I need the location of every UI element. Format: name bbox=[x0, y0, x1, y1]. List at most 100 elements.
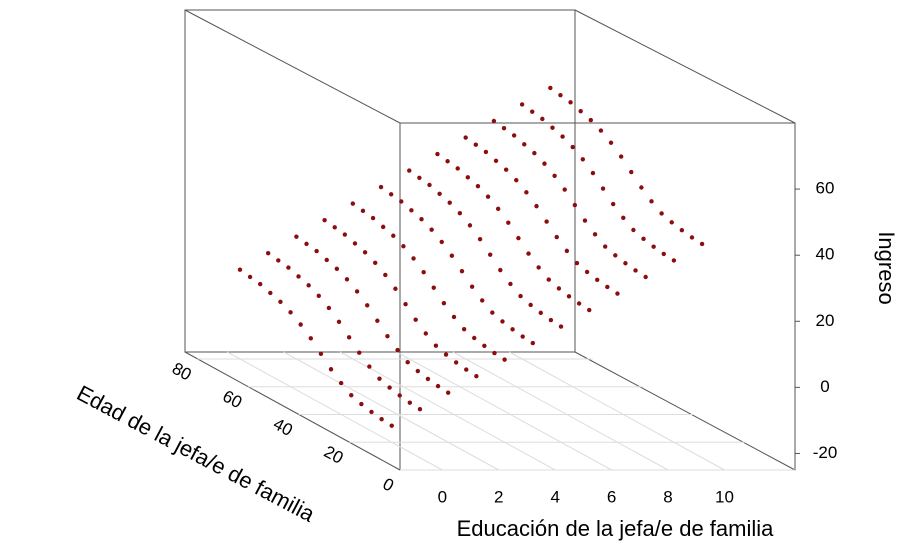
point bbox=[397, 393, 402, 398]
box-edge bbox=[574, 351, 796, 471]
point bbox=[344, 277, 350, 282]
point bbox=[530, 109, 535, 114]
box-edge bbox=[184, 9, 401, 124]
point bbox=[419, 217, 424, 222]
point bbox=[526, 251, 531, 256]
point bbox=[564, 248, 570, 254]
point bbox=[542, 161, 547, 166]
point bbox=[349, 393, 354, 398]
point bbox=[403, 302, 408, 307]
point bbox=[387, 385, 392, 390]
point bbox=[395, 347, 400, 353]
z-axis-title: Ingreso bbox=[874, 231, 899, 304]
point bbox=[389, 423, 394, 428]
point bbox=[435, 151, 440, 157]
x-tick-label: 8 bbox=[663, 487, 672, 506]
point bbox=[474, 373, 479, 379]
point bbox=[643, 274, 648, 280]
point bbox=[554, 234, 559, 240]
point bbox=[316, 293, 321, 299]
point bbox=[600, 186, 606, 191]
point bbox=[582, 218, 588, 223]
point bbox=[558, 324, 564, 329]
grid-line bbox=[283, 351, 499, 471]
y-axis-title: Edad de la jefa/e de familia bbox=[73, 380, 320, 527]
point bbox=[431, 285, 436, 290]
point bbox=[334, 266, 340, 271]
point bbox=[359, 401, 364, 407]
point bbox=[461, 326, 467, 332]
point bbox=[372, 260, 378, 265]
point bbox=[362, 250, 368, 255]
point bbox=[487, 252, 493, 257]
point bbox=[296, 274, 301, 279]
point bbox=[326, 305, 332, 311]
grid-line bbox=[339, 351, 556, 471]
point bbox=[407, 400, 413, 405]
point bbox=[661, 251, 666, 257]
point bbox=[556, 286, 562, 291]
point bbox=[615, 291, 620, 296]
point bbox=[465, 175, 471, 180]
point bbox=[538, 310, 543, 316]
point bbox=[659, 211, 664, 216]
x-tick-label: 0 bbox=[438, 487, 447, 506]
point bbox=[528, 302, 533, 308]
box bbox=[184, 9, 796, 471]
y-tick-label: 0 bbox=[380, 474, 397, 495]
point bbox=[592, 232, 598, 237]
point bbox=[613, 253, 618, 258]
y-tick-label: 80 bbox=[169, 359, 195, 385]
point bbox=[247, 274, 253, 280]
point bbox=[483, 149, 489, 155]
point bbox=[552, 173, 557, 178]
point bbox=[306, 283, 311, 288]
point bbox=[278, 299, 283, 305]
point bbox=[467, 223, 473, 228]
grid-line bbox=[396, 351, 612, 471]
point bbox=[629, 169, 634, 175]
z-tick-label: 60 bbox=[816, 179, 835, 198]
point bbox=[608, 140, 614, 145]
point bbox=[388, 192, 394, 197]
point bbox=[550, 125, 555, 130]
point bbox=[631, 227, 636, 233]
point bbox=[536, 265, 541, 270]
point bbox=[480, 298, 485, 303]
point bbox=[546, 277, 551, 282]
point bbox=[258, 281, 263, 287]
point bbox=[610, 201, 616, 207]
point bbox=[308, 336, 313, 341]
point bbox=[477, 236, 483, 242]
grid-line bbox=[452, 351, 669, 471]
point bbox=[369, 409, 374, 415]
point bbox=[651, 244, 656, 249]
point bbox=[464, 367, 469, 372]
point bbox=[328, 367, 334, 372]
point bbox=[548, 85, 553, 91]
point bbox=[639, 185, 644, 190]
point bbox=[572, 202, 578, 208]
point bbox=[439, 239, 444, 245]
point bbox=[451, 314, 457, 320]
point bbox=[294, 234, 299, 239]
point bbox=[268, 290, 273, 296]
point bbox=[338, 380, 344, 386]
point bbox=[482, 343, 487, 349]
point bbox=[276, 258, 281, 263]
point bbox=[401, 244, 406, 249]
z-tick-label: 40 bbox=[816, 245, 835, 264]
point bbox=[475, 183, 481, 189]
point bbox=[457, 211, 463, 216]
point bbox=[495, 206, 501, 212]
front-face bbox=[399, 122, 796, 471]
point bbox=[421, 270, 426, 275]
point bbox=[342, 232, 348, 237]
point bbox=[522, 142, 527, 147]
point bbox=[443, 352, 449, 357]
point bbox=[576, 301, 582, 306]
point bbox=[498, 267, 503, 273]
point bbox=[322, 217, 327, 223]
x-tick-label: 4 bbox=[550, 487, 559, 506]
